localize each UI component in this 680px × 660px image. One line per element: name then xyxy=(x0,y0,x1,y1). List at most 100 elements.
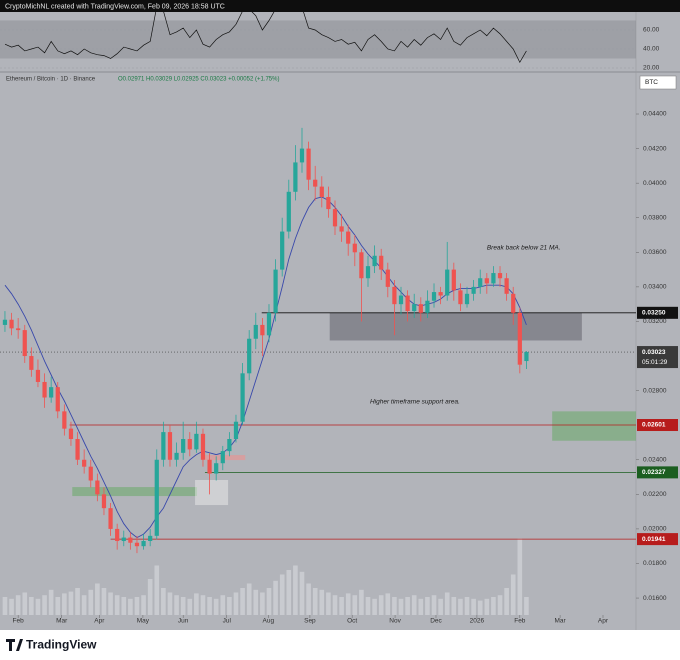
y-tick-label: 0.03800 xyxy=(643,214,667,221)
axes: 0.04400 0.04200 0.04000 0.03800 0.03600 0.034… xyxy=(13,111,678,625)
zone xyxy=(72,487,198,497)
volume-bar xyxy=(194,593,199,615)
rsi-pane xyxy=(0,12,636,69)
volume-bar xyxy=(213,598,219,615)
candle-body xyxy=(319,186,324,197)
candle-body xyxy=(227,439,232,452)
candle-body xyxy=(365,266,371,279)
y-tick-label: 0.01800 xyxy=(643,560,667,567)
volume-bar xyxy=(220,595,226,615)
zone xyxy=(195,479,229,506)
candle-body xyxy=(280,231,285,270)
volume-bar xyxy=(319,589,325,615)
level-badge xyxy=(637,419,678,432)
volume-bar xyxy=(22,592,28,615)
candle-body xyxy=(372,255,377,267)
candle-body xyxy=(286,191,291,232)
candle-body xyxy=(313,179,318,187)
volume-bar xyxy=(332,595,338,615)
candle-body xyxy=(174,452,179,460)
volume-bar xyxy=(260,592,265,615)
volume-bar xyxy=(2,597,8,615)
candle-body xyxy=(68,428,74,440)
volume-bar xyxy=(273,580,278,615)
volume-bar xyxy=(88,589,94,615)
candle-body xyxy=(398,295,404,305)
x-tick-label: Apr xyxy=(598,618,609,625)
level-label: 0.03023 xyxy=(642,349,666,356)
candle-body xyxy=(332,209,338,227)
candle-body xyxy=(42,381,47,398)
candle-body xyxy=(273,269,278,313)
x-tick-label: Apr xyxy=(94,618,105,625)
volume-bar xyxy=(42,595,47,615)
x-tick-label: Mar xyxy=(56,618,68,625)
candle-body xyxy=(346,231,351,244)
candle-body xyxy=(497,273,503,279)
symbol-badge-text: BTC xyxy=(645,79,658,86)
brand: TradingView xyxy=(26,638,97,652)
candle-body xyxy=(458,290,463,305)
candle-body xyxy=(418,304,423,313)
candle-body xyxy=(108,508,113,529)
candle-body xyxy=(491,273,496,284)
candle-body xyxy=(35,369,41,382)
volume-bar xyxy=(405,597,410,615)
candle-body xyxy=(115,528,120,542)
volume-bar xyxy=(147,579,153,615)
volume-bar xyxy=(451,597,457,615)
volume-bar xyxy=(134,597,140,615)
candle-body xyxy=(55,387,60,412)
y-tick-label: 0.01600 xyxy=(643,595,667,602)
volume-bar xyxy=(246,583,252,615)
rsi-axis: 60.00 40.00 20.00 xyxy=(643,27,660,72)
volume-bar xyxy=(339,597,344,615)
volume-bar xyxy=(326,592,331,615)
volume-bar xyxy=(62,593,67,615)
volume-bar xyxy=(174,595,179,615)
x-tick-label: Sep xyxy=(304,618,316,625)
volume-bar xyxy=(29,597,34,615)
candle-body xyxy=(207,459,212,474)
volume-bar xyxy=(180,597,186,615)
candle-body xyxy=(2,319,8,325)
volume-bar xyxy=(167,592,173,615)
candle-body xyxy=(88,466,93,481)
zone xyxy=(204,455,246,461)
candle-body xyxy=(524,352,529,362)
annotation: Break back below 21 MA. xyxy=(487,245,561,252)
annotation: Higher timeframe support area. xyxy=(370,399,460,406)
volume-bar xyxy=(392,597,397,615)
candle-body xyxy=(293,162,298,192)
volume-bar xyxy=(207,597,212,615)
volume-bar xyxy=(141,595,146,615)
volume-bar xyxy=(425,597,430,615)
y-tick-label: 0.02000 xyxy=(643,526,667,533)
candle-body xyxy=(134,542,140,547)
volume-bar xyxy=(293,565,298,615)
volume-bar xyxy=(458,598,463,615)
volume-bar xyxy=(385,593,391,615)
rsi-band xyxy=(0,20,636,59)
candle-body xyxy=(392,286,397,305)
y-tick-label: 0.04000 xyxy=(643,180,667,187)
candle-body xyxy=(220,451,225,464)
candle-body xyxy=(299,148,305,163)
x-tick-label: Dec xyxy=(430,618,442,625)
volume-bar xyxy=(95,583,100,615)
y-tick-label: 0.03400 xyxy=(643,284,667,291)
volume-bar xyxy=(517,538,523,615)
x-tick-label: 2026 xyxy=(470,618,485,625)
volume-bar xyxy=(108,592,113,615)
volume-bar xyxy=(227,597,232,615)
y-tick-label: 0.02200 xyxy=(643,491,667,498)
candle-body xyxy=(233,421,239,440)
candle-body xyxy=(253,324,258,339)
volume-bar xyxy=(286,570,292,615)
candle-body xyxy=(326,196,331,210)
candle-body xyxy=(385,269,390,287)
candle-body xyxy=(471,286,476,294)
candle-body xyxy=(412,304,417,312)
y-tick-label: 0.04400 xyxy=(643,111,667,118)
